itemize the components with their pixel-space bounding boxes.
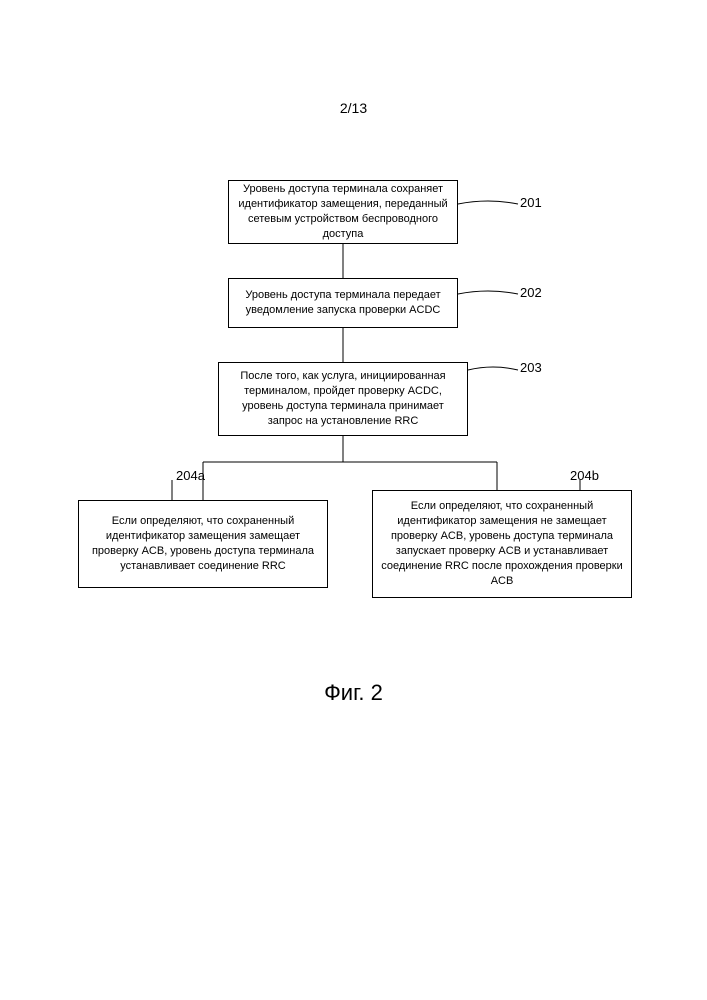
tag-202: 202 [520, 285, 542, 300]
page-number: 2/13 [0, 100, 707, 116]
figure-label: Фиг. 2 [0, 680, 707, 706]
tag-203: 203 [520, 360, 542, 375]
tag-201: 201 [520, 195, 542, 210]
flow-node-202: Уровень доступа терминала передает уведо… [228, 278, 458, 328]
flow-node-201: Уровень доступа терминала сохраняет иден… [228, 180, 458, 244]
flow-node-203: После того, как услуга, инициированная т… [218, 362, 468, 436]
tag-204a: 204a [176, 468, 205, 483]
flow-node-204b: Если определяют, что сохраненный идентиф… [372, 490, 632, 598]
tag-204b: 204b [570, 468, 599, 483]
flow-node-204a: Если определяют, что сохраненный идентиф… [78, 500, 328, 588]
